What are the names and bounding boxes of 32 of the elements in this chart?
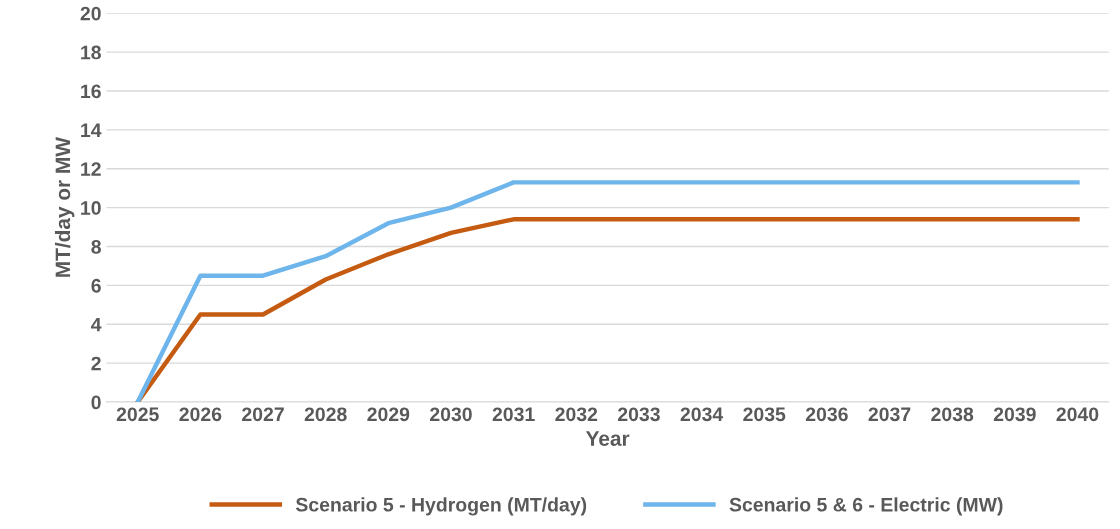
y-tick-label: 12 — [81, 162, 101, 176]
y-tick-label: 14 — [81, 123, 102, 137]
y-tick-label: 2 — [91, 356, 101, 371]
y-tick-label: 10 — [81, 201, 101, 215]
x-tick-label: 2027 — [242, 407, 284, 422]
legend-label: Scenario 5 - Hydrogen (MT/day) — [295, 497, 587, 516]
y-axis-title: MT/day or MW — [54, 137, 75, 277]
x-tick-label: 2025 — [116, 407, 159, 422]
x-tick-label: 2039 — [993, 407, 1036, 422]
y-tick-label: 16 — [81, 84, 101, 99]
x-tick-label: 2028 — [304, 407, 347, 422]
y-tick-label: 18 — [81, 45, 101, 60]
x-tick-label: 2035 — [743, 407, 786, 422]
x-tick-label: 2026 — [179, 407, 222, 422]
x-tick-label: 2030 — [430, 407, 472, 422]
legend-label: Scenario 5 & 6 - Electric (MW) — [729, 497, 1003, 516]
y-tick-label: 8 — [91, 239, 101, 254]
line-series — [135, 180, 1080, 403]
x-tick-label: 2036 — [805, 407, 848, 422]
x-tick-label: 2032 — [555, 407, 598, 422]
x-tick-label: 2029 — [367, 407, 410, 422]
x-tick-label: 2037 — [868, 407, 911, 422]
x-tick-label: 2033 — [617, 407, 660, 422]
x-axis-title: Year — [585, 431, 630, 446]
y-tick-label: 20 — [80, 6, 101, 21]
x-tick-label: 2031 — [492, 407, 535, 422]
x-tick-label: 2038 — [931, 407, 974, 422]
y-tick-label: 6 — [91, 278, 101, 293]
x-tick-label: 2040 — [1056, 407, 1099, 422]
x-tick-label: 2034 — [680, 407, 724, 422]
y-tick-label: 0 — [91, 395, 101, 410]
y-tick-label: 4 — [91, 317, 102, 332]
